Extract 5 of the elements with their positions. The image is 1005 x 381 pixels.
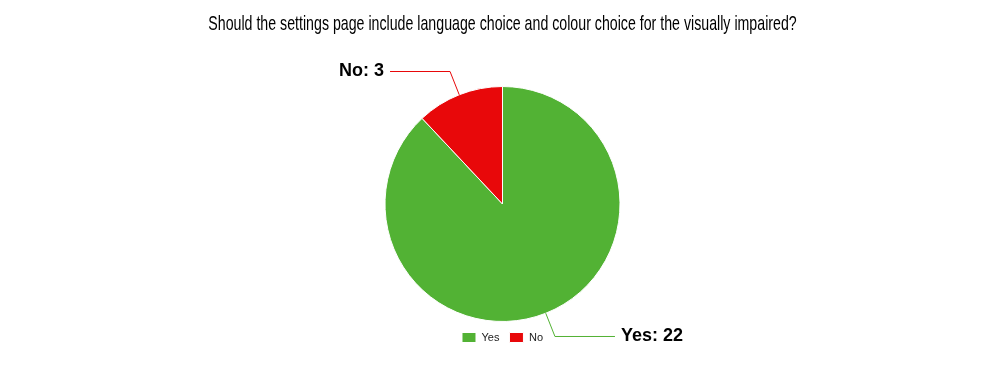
- legend-label: Yes: [481, 330, 500, 343]
- data-label: Yes: 22: [620, 325, 684, 346]
- data-label: No: 3: [339, 60, 385, 81]
- chart-title: Should the settings page include language choice and colour choice for the visually impaired?: [208, 11, 797, 35]
- legend-label: No: [528, 330, 543, 343]
